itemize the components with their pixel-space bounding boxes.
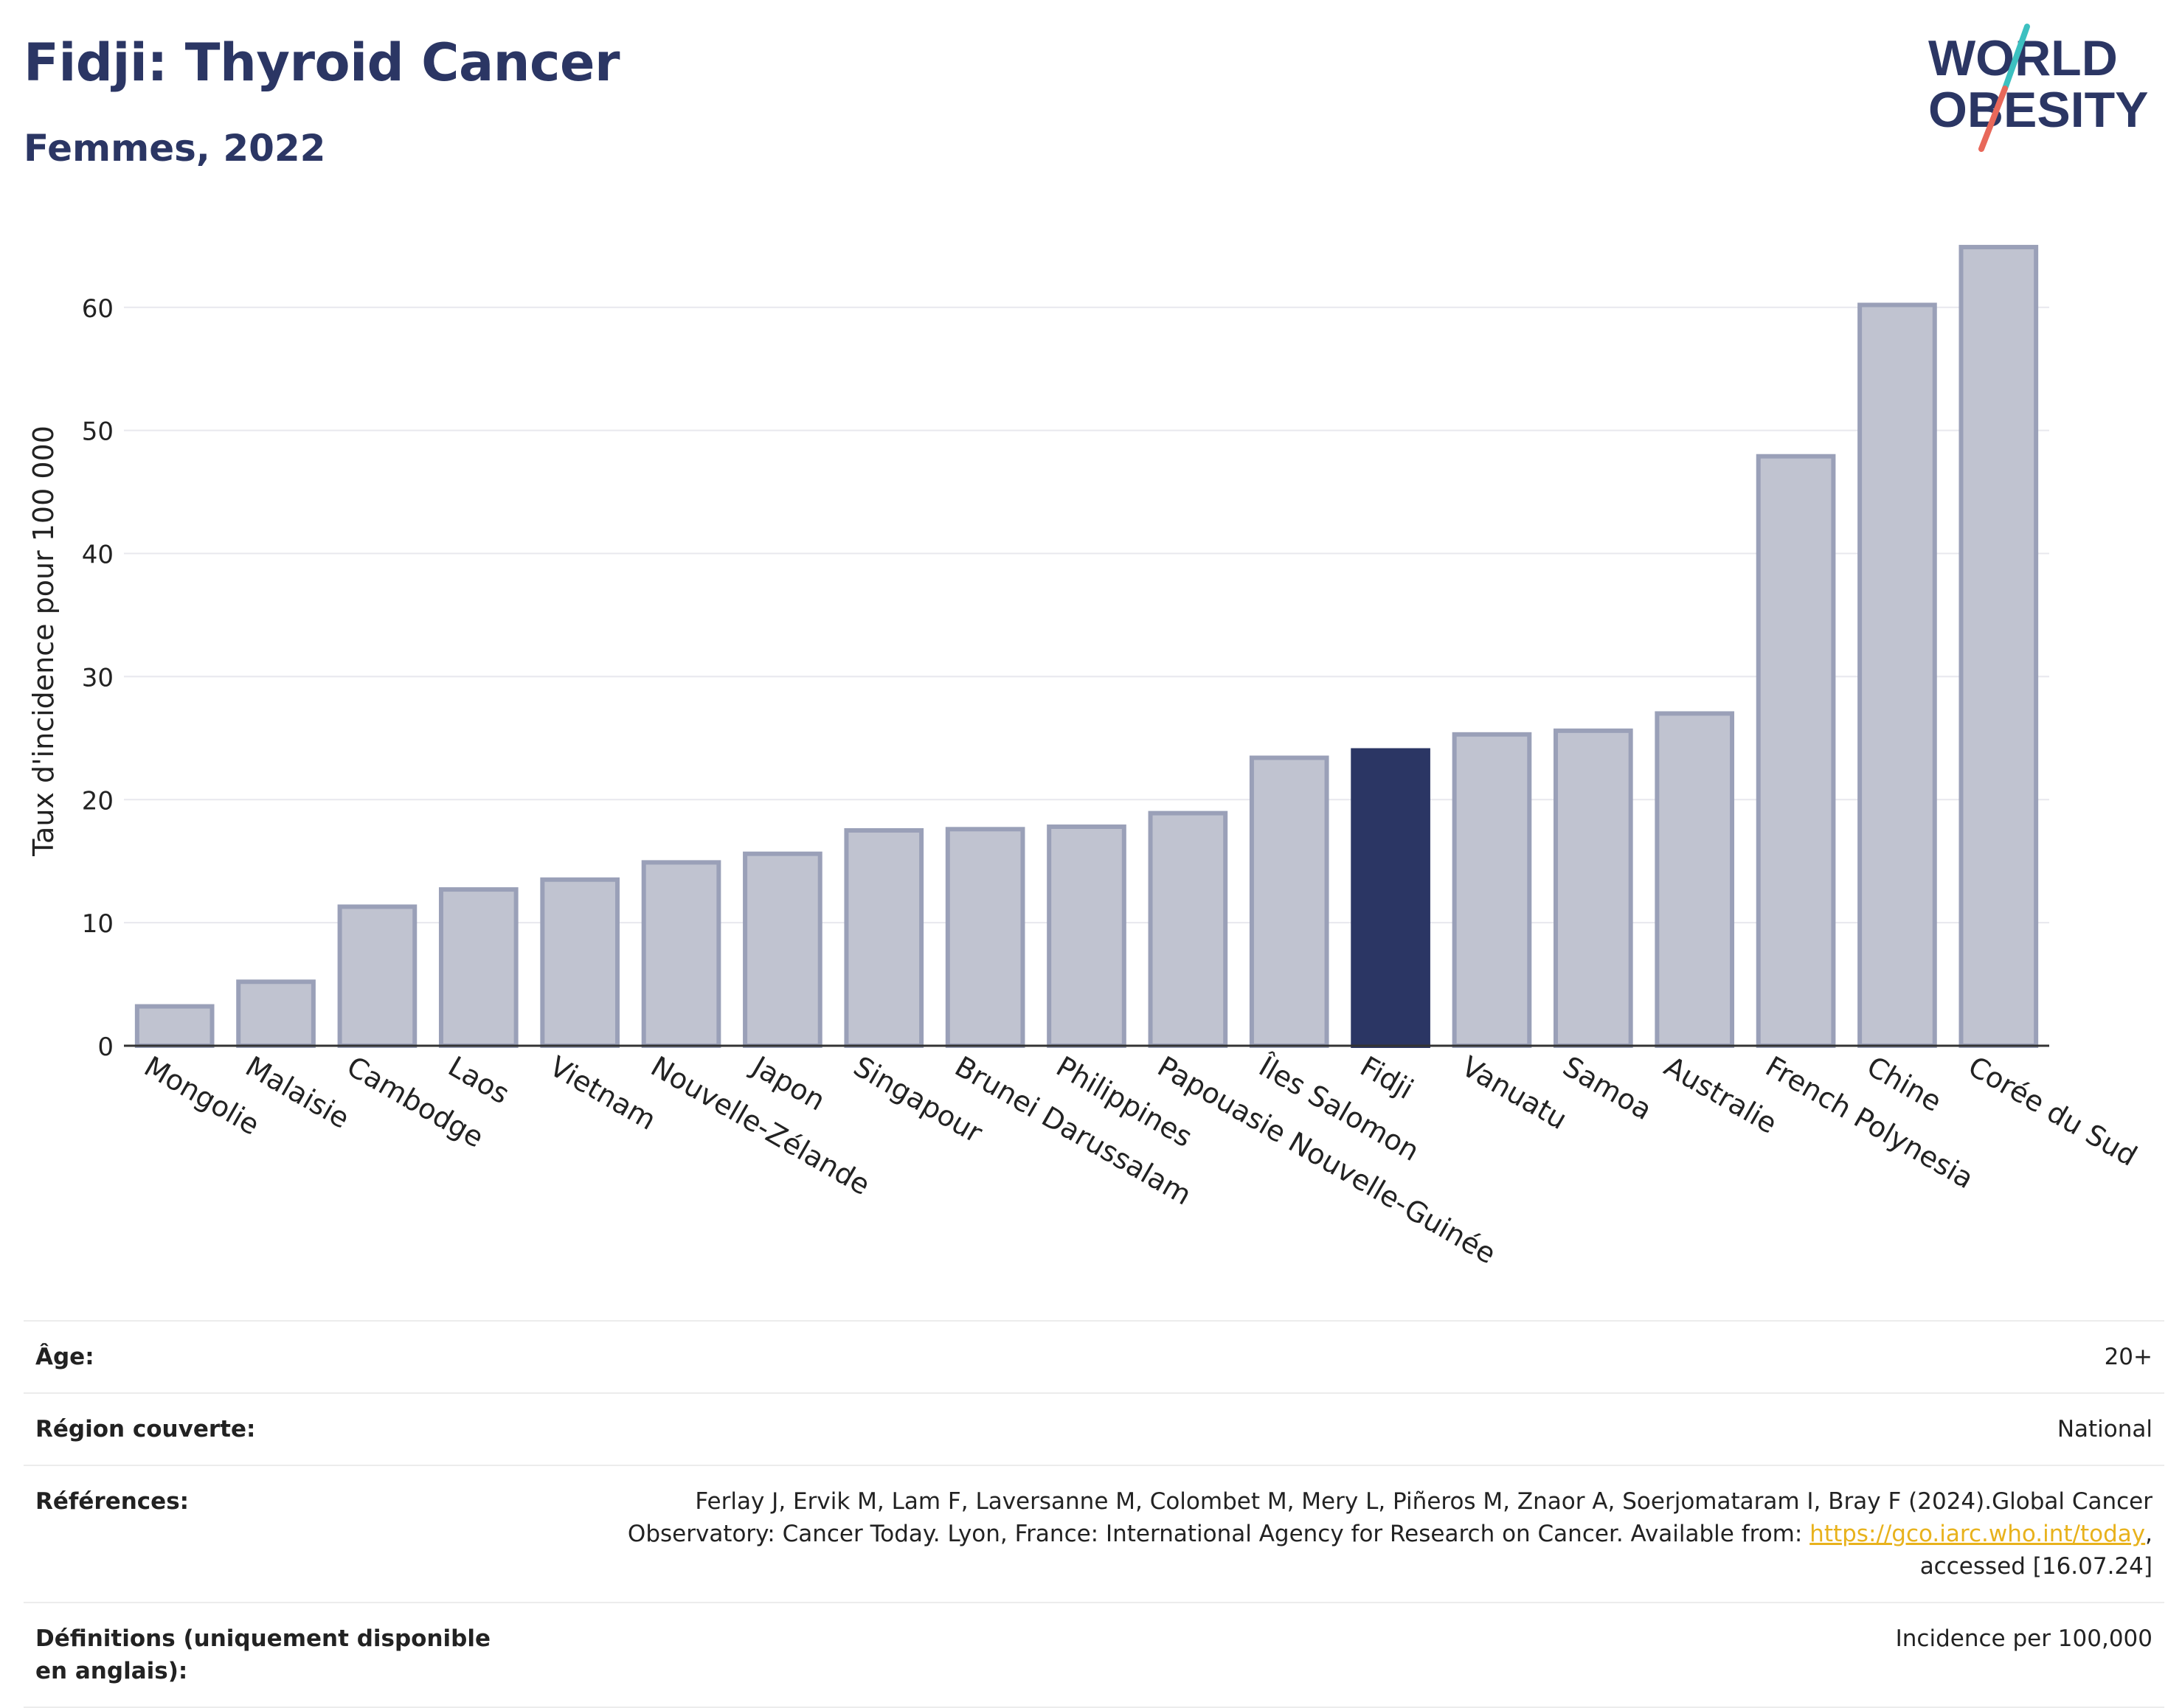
info-row-references: Références: Ferlay J, Ervik M, Lam F, La… xyxy=(24,1465,2164,1603)
info-row-region: Région couverte: National xyxy=(24,1392,2164,1466)
bar-16 xyxy=(1756,454,1836,1048)
y-tick-label: 60 xyxy=(82,294,114,324)
reference-link[interactable]: https://gco.iarc.who.int/today xyxy=(1809,1521,2146,1547)
y-tick-label: 30 xyxy=(82,663,114,692)
x-tick-label: Vietnam xyxy=(544,1050,662,1136)
bar-7 xyxy=(844,827,924,1049)
y-tick-label: 10 xyxy=(82,909,114,939)
bar-12 xyxy=(1351,748,1430,1048)
x-tick-label: Mongolie xyxy=(139,1050,265,1142)
y-axis-label: Taux d'incidence pour 100 000 xyxy=(27,426,60,857)
bars xyxy=(134,245,2039,1049)
info-row-age: Âge: 20+ xyxy=(24,1320,2164,1394)
x-tick-label: Fidji xyxy=(1355,1050,1419,1106)
world-obesity-logo: WORLD OBESITY xyxy=(1928,24,2149,152)
bar-1 xyxy=(236,979,316,1049)
logo-line-obesity: OBESITY xyxy=(1928,82,2149,138)
bar-13 xyxy=(1452,732,1532,1048)
bar-6 xyxy=(743,851,822,1049)
bar-14 xyxy=(1554,728,1633,1048)
bar-5 xyxy=(641,860,721,1048)
bar-0 xyxy=(134,1004,215,1049)
bar-11 xyxy=(1249,755,1329,1048)
x-tick-label: Corée du Sud xyxy=(1963,1050,2143,1173)
info-table: Âge: 20+ Région couverte: National Référ… xyxy=(24,1320,2164,1708)
bar-15 xyxy=(1655,711,1735,1049)
info-label: Définitions (uniquement disponible en an… xyxy=(24,1602,534,1708)
y-tick-label: 0 xyxy=(97,1032,114,1062)
chart-subtitle: Femmes, 2022 xyxy=(24,127,326,170)
logo-slash-coral xyxy=(1978,86,2008,152)
bar-17 xyxy=(1857,302,1937,1049)
bar-18 xyxy=(1958,245,2039,1049)
logo-slash-teal xyxy=(2002,24,2030,91)
bar-4 xyxy=(540,877,620,1048)
x-tick-label: Laos xyxy=(443,1050,515,1111)
y-axis-ticks: 0 10 20 30 40 50 60 xyxy=(82,294,114,1062)
info-value: 20+ xyxy=(534,1320,2164,1394)
x-tick-label: Australie xyxy=(1659,1050,1783,1140)
bar-3 xyxy=(438,887,519,1048)
info-value: Incidence per 100,000 xyxy=(534,1602,2164,1708)
info-value-references: Ferlay J, Ervik M, Lam F, Laversanne M, … xyxy=(534,1465,2164,1603)
info-label: Âge: xyxy=(24,1320,534,1394)
bar-8 xyxy=(945,827,1025,1048)
info-value: National xyxy=(534,1392,2164,1466)
bar-2 xyxy=(337,904,418,1048)
chart-title: Fidji: Thyroid Cancer xyxy=(24,32,620,93)
reference-suffix: , accessed [16.07.24] xyxy=(1919,1521,2152,1580)
x-tick-label: Samoa xyxy=(1557,1050,1657,1127)
info-row-definitions: Définitions (uniquement disponible en an… xyxy=(24,1602,2164,1708)
x-tick-label: Vanuatu xyxy=(1456,1050,1573,1136)
info-label: Région couverte: xyxy=(24,1392,534,1466)
info-label: Références: xyxy=(24,1465,534,1603)
y-tick-label: 40 xyxy=(82,541,114,570)
bar-9 xyxy=(1047,824,1126,1049)
y-tick-label: 20 xyxy=(82,786,114,816)
reference-text: Ferlay J, Ervik M, Lam F, Laversanne M, … xyxy=(627,1488,2152,1547)
bar-10 xyxy=(1148,810,1228,1049)
y-tick-label: 50 xyxy=(82,417,114,447)
